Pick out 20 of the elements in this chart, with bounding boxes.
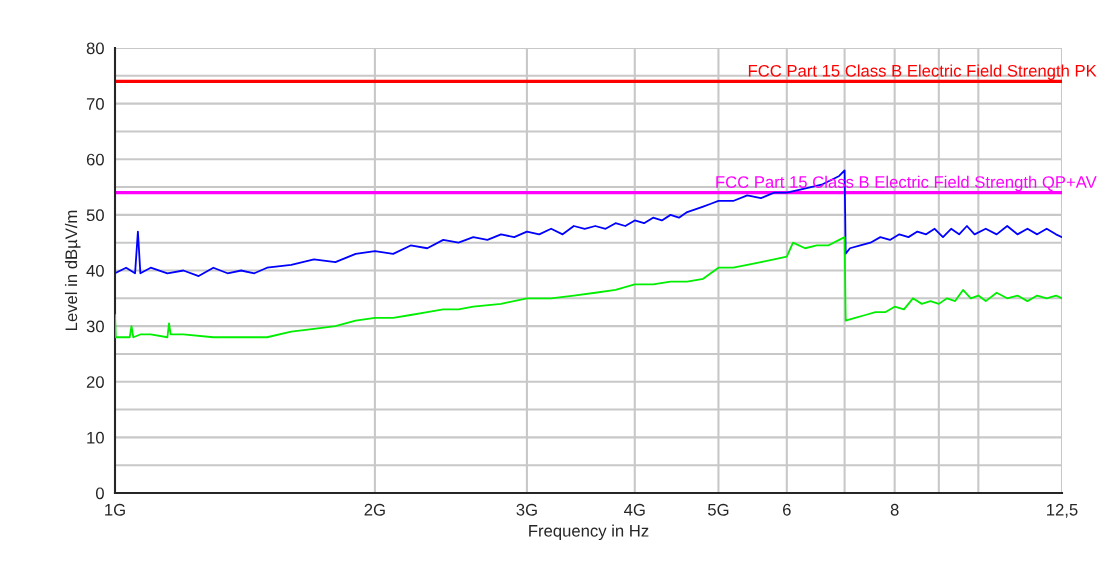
ref-line-label: FCC Part 15 Class B Electric Field Strength PK (748, 64, 1097, 80)
y-tick-label: 50 (86, 209, 104, 222)
y-tick-label: 20 (86, 376, 104, 388)
y-tick-label: 0 (95, 487, 104, 500)
x-tick-label: 3G (516, 503, 537, 516)
x-axis-title: Frequency in Hz (529, 524, 649, 541)
x-tick-label: 8 (890, 503, 899, 516)
y-tick-label: 80 (86, 42, 104, 55)
x-tick-label: 2G (364, 503, 385, 516)
x-tick-label: 6 (783, 503, 791, 516)
x-tick-label: 4G (624, 503, 645, 516)
x-tick-label: 12,5 (1047, 503, 1078, 518)
y-tick-label: 70 (86, 98, 104, 110)
x-tick-label: 1G (105, 503, 125, 516)
y-tick-label: 40 (86, 264, 104, 277)
y-tick-label: 10 (87, 431, 104, 444)
y-tick-label: 30 (86, 320, 104, 333)
x-tick-label: 5G (708, 503, 729, 516)
y-axis-title: Level in dBµV/m (64, 210, 81, 330)
y-tick-label: 60 (86, 153, 104, 166)
